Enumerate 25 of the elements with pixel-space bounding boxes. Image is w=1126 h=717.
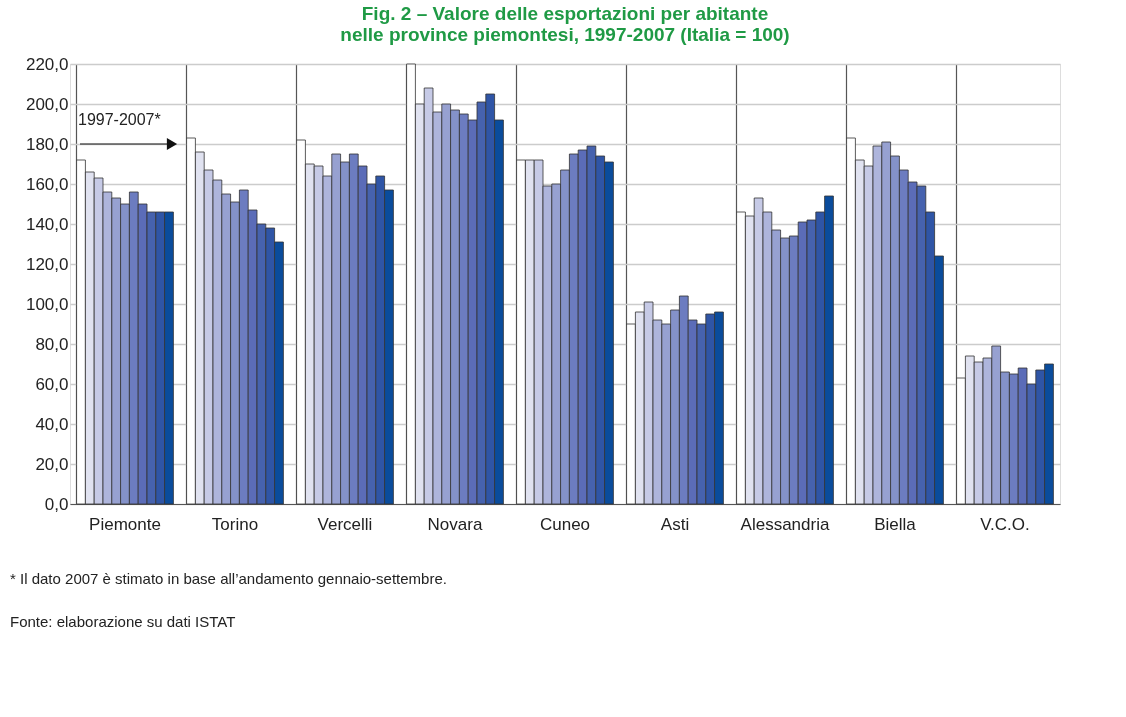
- text: * Il dato 2007 è stimato in base all’andamento gennaio-settembre.: [10, 570, 447, 587]
- source-note: Fonte: elaborazione su dati ISTAT: [10, 613, 236, 630]
- y-tick-label: 140,0: [25, 214, 69, 234]
- annotation: 1997-2007*: [78, 111, 161, 128]
- x-tick-label: Asti: [660, 514, 690, 534]
- y-tick-label: 40,0: [35, 414, 69, 434]
- y-tick-label: 20,0: [35, 454, 69, 474]
- x-tick-label: Cuneo: [539, 514, 591, 534]
- y-tick-label: 160,0: [25, 174, 69, 194]
- x-tick-label: Vercelli: [317, 514, 373, 534]
- x-tick-label: Torino: [211, 514, 259, 534]
- y-tick-label: 0,0: [44, 494, 69, 514]
- x-tick-label: V.C.O.: [980, 514, 1030, 534]
- y-tick-label: 200,0: [25, 94, 69, 114]
- y-tick-label: 100,0: [25, 294, 69, 314]
- y-tick-label: 180,0: [25, 134, 69, 154]
- x-tick-label: Alessandria: [740, 514, 830, 534]
- y-tick-label: 120,0: [25, 254, 69, 274]
- chart-title: Fig. 2 – Valore delle esportazioni per abitante nelle province piemontesi, 1997-2007 (Italia = 100): [340, 3, 790, 45]
- x-tick-label: Piemonte: [89, 514, 161, 534]
- y-tick-label: 60,0: [35, 374, 69, 394]
- y-tick-label: 220,0: [25, 54, 69, 74]
- x-tick-label: Novara: [427, 514, 483, 534]
- x-tick-label: Biella: [874, 514, 917, 534]
- y-tick-label: 80,0: [35, 334, 69, 354]
